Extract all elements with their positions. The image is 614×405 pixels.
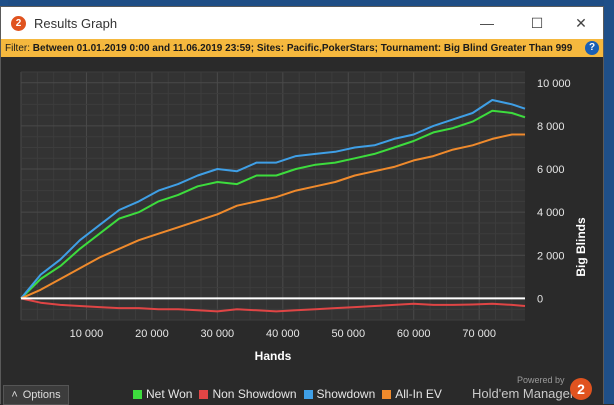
powered-by-text: Powered by [517,375,565,385]
footer: ˄ Options Net Won Non Showdown Showdown … [1,375,603,405]
legend-label: Showdown [316,387,376,401]
help-icon[interactable]: ? [585,41,599,55]
plot-area [21,72,525,320]
background-strip [0,0,614,6]
x-tick-label: 10 000 [70,328,104,340]
options-button[interactable]: ˄ Options [3,385,69,405]
y-tick-label: 4 000 [537,207,565,219]
background-app-right [604,0,614,404]
grid [20,71,525,321]
x-tick-label: 70 000 [462,328,496,340]
series-group [20,99,526,313]
legend-swatch [382,389,392,399]
series-line [20,133,525,300]
y-axis-ticks: 0 2 000 4 000 6 000 8 000 10 000 [537,78,571,306]
minimize-icon[interactable]: — [480,15,494,31]
y-tick-label: 6 000 [537,164,565,176]
legend: Net Won Non Showdown Showdown All-In EV [133,387,442,401]
x-axis-ticks: 10 000 20 000 30 000 40 000 50 000 60 000 70 0… [70,328,496,340]
filter-label: Filter: [5,42,30,54]
legend-item-non-showdown[interactable]: Non Showdown [199,387,297,401]
legend-label: Non Showdown [212,387,297,401]
legend-swatch [199,389,209,399]
legend-label: All-In EV [395,387,442,401]
legend-item-showdown[interactable]: Showdown [303,387,376,401]
y-tick-label: 2 000 [537,250,565,262]
legend-item-all-in-ev[interactable]: All-In EV [382,387,442,401]
y-tick-label: 0 [537,293,543,305]
series-line [20,99,526,300]
y-tick-label: 10 000 [537,78,571,90]
maximize-icon[interactable]: ☐ [530,14,544,31]
x-tick-label: 30 000 [201,328,235,340]
filter-bar: Filter: Between 01.01.2019 0:00 and 11.0… [1,39,603,57]
close-icon[interactable]: ✕ [575,14,587,31]
x-tick-label: 20 000 [135,328,169,340]
results-graph-window: 2 Results Graph — ☐ ✕ Filter: Between 01… [0,6,604,405]
series-line [20,109,526,300]
legend-label: Net Won [146,387,193,401]
series-line [20,297,526,313]
x-tick-label: 60 000 [397,328,431,340]
x-tick-label: 40 000 [266,328,300,340]
legend-item-net-won[interactable]: Net Won [133,387,192,401]
results-chart: 10 000 20 000 30 000 40 000 50 000 60 000 70 0… [1,57,603,381]
options-label: Options [22,389,61,401]
title-bar: 2 Results Graph — ☐ ✕ [1,7,603,39]
hm2-logo-icon: 2 [11,15,26,31]
filter-text: Between 01.01.2019 0:00 and 11.06.2019 2… [32,42,573,54]
y-tick-label: 8 000 [537,121,565,133]
hm2-brand-logo-icon: 2 [570,378,592,400]
legend-swatch [133,389,142,399]
window-title: Results Graph [34,15,118,31]
brand-name: Hold'em Manager [472,386,575,401]
y-axis-label: Big Blinds [574,217,588,277]
legend-swatch [303,389,313,399]
x-tick-label: 50 000 [331,328,365,340]
chevron-up-icon: ˄ [11,389,18,401]
x-axis-label: Hands [255,349,292,363]
